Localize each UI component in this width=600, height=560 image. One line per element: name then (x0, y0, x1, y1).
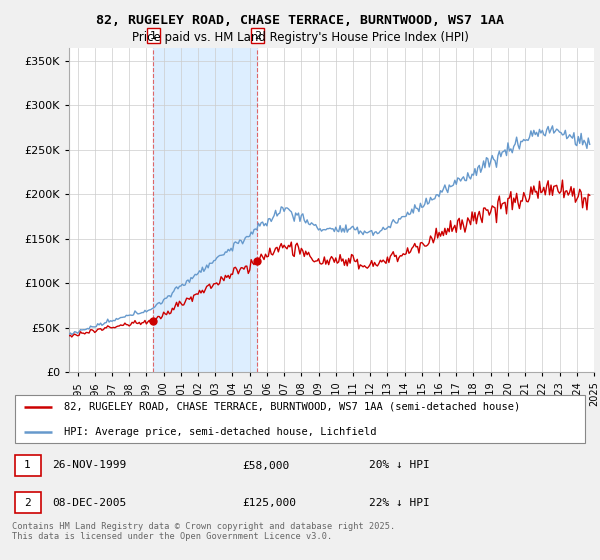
Bar (154, 48, 257, 372)
FancyBboxPatch shape (15, 492, 41, 513)
Text: 82, RUGELEY ROAD, CHASE TERRACE, BURNTWOOD, WS7 1AA: 82, RUGELEY ROAD, CHASE TERRACE, BURNTWO… (96, 14, 504, 27)
Text: Contains HM Land Registry data © Crown copyright and database right 2025.
This d: Contains HM Land Registry data © Crown c… (12, 522, 395, 542)
Text: 2: 2 (24, 498, 31, 507)
Text: 22% ↓ HPI: 22% ↓ HPI (369, 498, 430, 507)
FancyBboxPatch shape (15, 395, 585, 442)
Text: 82, RUGELEY ROAD, CHASE TERRACE, BURNTWOOD, WS7 1AA (semi-detached house): 82, RUGELEY ROAD, CHASE TERRACE, BURNTWO… (64, 402, 520, 412)
Text: HPI: Average price, semi-detached house, Lichfield: HPI: Average price, semi-detached house,… (64, 427, 376, 437)
Text: Price paid vs. HM Land Registry's House Price Index (HPI): Price paid vs. HM Land Registry's House … (131, 31, 469, 44)
Text: 20% ↓ HPI: 20% ↓ HPI (369, 460, 430, 470)
Text: £125,000: £125,000 (242, 498, 296, 507)
Text: 26-NOV-1999: 26-NOV-1999 (52, 460, 127, 470)
Text: 08-DEC-2005: 08-DEC-2005 (52, 498, 127, 507)
FancyBboxPatch shape (15, 455, 41, 476)
Text: 1: 1 (24, 460, 31, 470)
Text: 2: 2 (254, 31, 261, 41)
Text: 1: 1 (150, 31, 157, 41)
Text: £58,000: £58,000 (242, 460, 290, 470)
